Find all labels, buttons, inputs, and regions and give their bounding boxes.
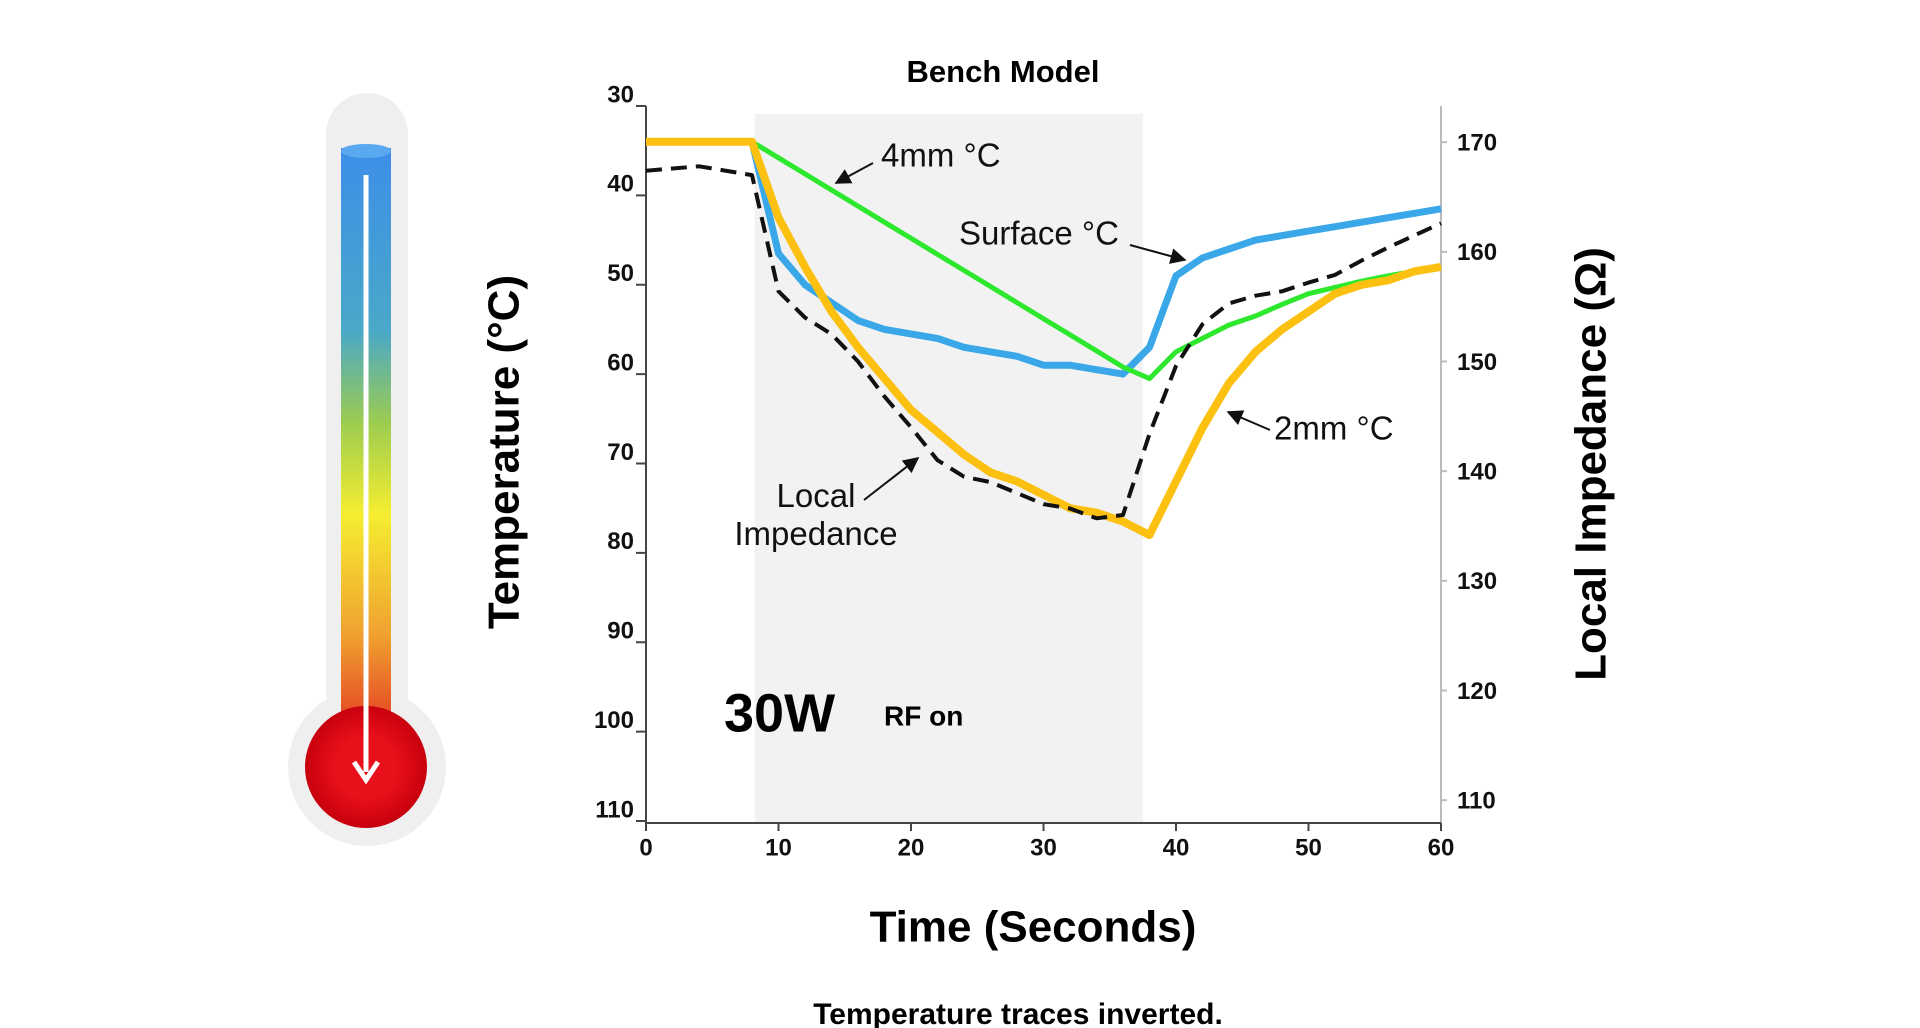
thermometer <box>288 93 446 846</box>
x-tick-label: 20 <box>898 834 925 861</box>
y-tick-label: 90 <box>607 618 634 645</box>
x-axis-label: Time (Seconds) <box>870 903 1197 952</box>
y-tick-label: 40 <box>607 171 634 198</box>
y2-tick-label: 140 <box>1457 459 1497 486</box>
plot <box>636 105 1447 831</box>
y2-tick-label: 110 <box>1457 788 1496 815</box>
footnote: Temperature traces inverted. <box>813 998 1223 1028</box>
shaded-region <box>754 114 1143 823</box>
y2-tick-label: 130 <box>1457 568 1497 595</box>
rf-label: RF on <box>884 700 963 731</box>
y-tick-label: 110 <box>595 796 634 823</box>
y2-tick-label: 160 <box>1457 239 1497 266</box>
y-tick-label: 60 <box>607 349 634 376</box>
x-tick-label: 50 <box>1295 834 1322 861</box>
series-label: 2mm °C <box>1274 410 1394 447</box>
annotation-arrow <box>1226 410 1271 431</box>
series-label: 4mm °C <box>881 137 1001 174</box>
power-label: 30W <box>724 683 835 743</box>
x-tick-label: 30 <box>1030 834 1057 861</box>
series-label: Surface °C <box>959 215 1119 252</box>
y-tick-label: 80 <box>607 528 634 555</box>
y-tick-label: 70 <box>607 439 634 466</box>
y-tick-label: 100 <box>594 707 634 734</box>
annotation-arrow <box>1129 244 1187 264</box>
y-tick-label: 30 <box>607 81 634 108</box>
y2-axis-label: Local Impedance (Ω) <box>1567 247 1616 681</box>
annotation-arrow <box>863 457 920 501</box>
x-tick-label: 10 <box>765 834 792 861</box>
x-tick-label: 60 <box>1428 834 1455 861</box>
chart-title: Bench Model <box>907 54 1100 89</box>
x-tick-label: 0 <box>639 834 652 861</box>
y2-tick-label: 120 <box>1457 678 1497 705</box>
y-tick-label: 50 <box>607 260 634 287</box>
annotation-arrow <box>834 162 874 184</box>
series-label: Local Impedance <box>734 477 898 552</box>
series-line <box>646 139 1442 382</box>
series-line <box>645 164 1442 521</box>
y-axis-label: Temperature (°C) <box>480 275 529 629</box>
y2-tick-label: 150 <box>1457 349 1497 376</box>
y2-tick-label: 170 <box>1457 130 1497 157</box>
x-tick-label: 40 <box>1163 834 1190 861</box>
